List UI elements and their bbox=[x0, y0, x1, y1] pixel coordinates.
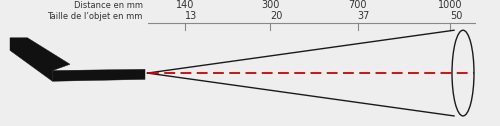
Text: 50: 50 bbox=[450, 11, 462, 21]
Polygon shape bbox=[10, 38, 70, 81]
Text: 13: 13 bbox=[185, 11, 197, 21]
Text: 300: 300 bbox=[261, 0, 279, 10]
Text: 1000: 1000 bbox=[438, 0, 462, 10]
Text: Distance en mm: Distance en mm bbox=[74, 1, 142, 10]
Text: 140: 140 bbox=[176, 0, 194, 10]
Text: 700: 700 bbox=[348, 0, 367, 10]
Text: 37: 37 bbox=[358, 11, 370, 21]
Text: 20: 20 bbox=[270, 11, 282, 21]
Text: Taille de l’objet en mm: Taille de l’objet en mm bbox=[47, 12, 142, 21]
Polygon shape bbox=[52, 69, 145, 81]
